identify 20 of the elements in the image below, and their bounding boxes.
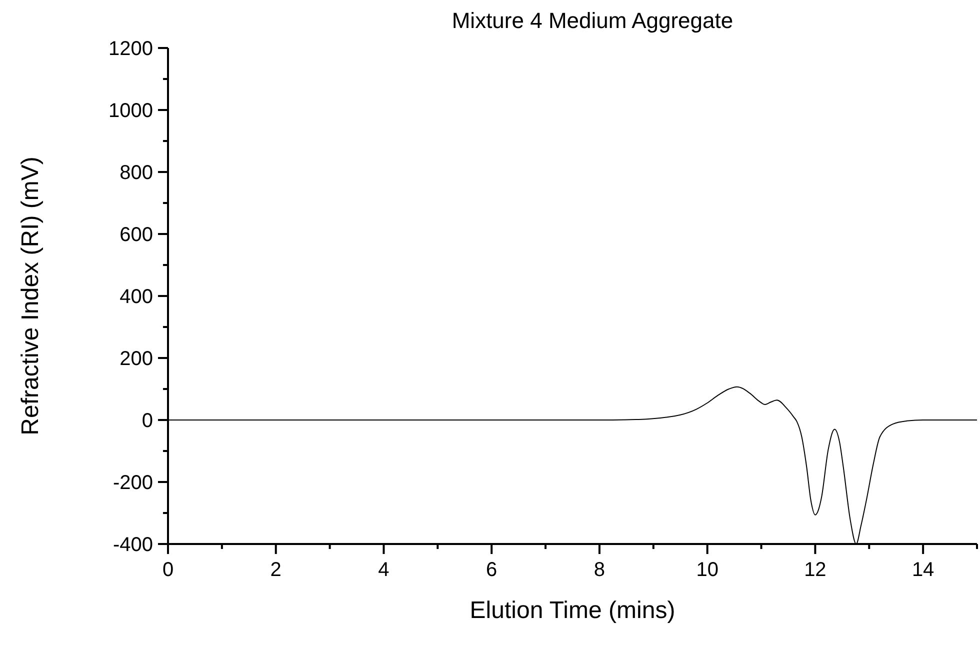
- y-tick-label: 1200: [108, 38, 153, 60]
- x-tick-label: 10: [696, 559, 718, 581]
- y-tick-label: 200: [120, 348, 153, 370]
- y-axis-title: Refractive Index (RI) (mV): [17, 156, 44, 436]
- y-tick-label: 0: [142, 410, 153, 432]
- x-tick-label: 12: [804, 559, 826, 581]
- y-tick-label: 800: [120, 162, 153, 184]
- y-tick-label: 1000: [108, 100, 153, 122]
- x-tick-label: 0: [162, 559, 174, 581]
- y-tick-label: -400: [112, 534, 153, 556]
- y-tick-label: 600: [120, 224, 153, 246]
- y-tick-label: -200: [112, 472, 153, 494]
- x-tick-label: 4: [378, 559, 390, 581]
- x-tick-label: 8: [594, 559, 606, 581]
- y-tick-label: 400: [120, 286, 153, 308]
- chart-title: Mixture 4 Medium Aggregate: [452, 8, 734, 33]
- x-tick-label: 2: [270, 559, 282, 581]
- x-tick-label: 14: [912, 559, 934, 581]
- x-tick-label: 6: [486, 559, 498, 581]
- x-axis-title: Elution Time (mins): [470, 597, 676, 624]
